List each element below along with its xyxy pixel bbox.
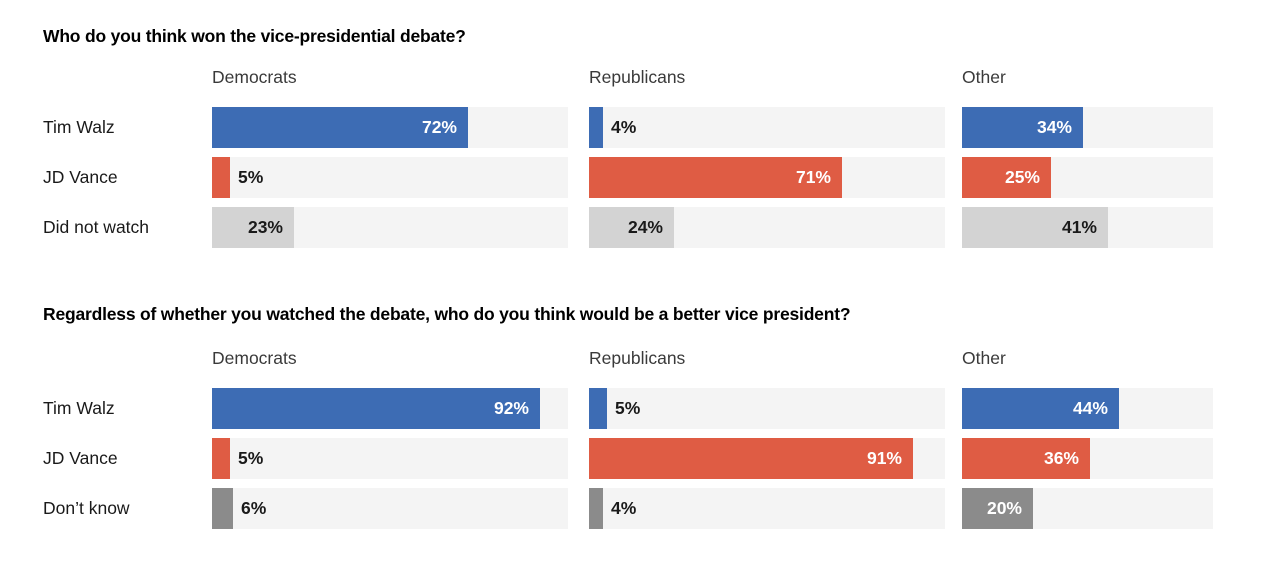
bar-track [212, 157, 568, 198]
bar-value-label: 5% [615, 398, 641, 418]
bar [589, 488, 603, 529]
bar: 44% [962, 388, 1119, 429]
bar-value-label: 71% [795, 167, 831, 187]
bar-value-label: 25% [1004, 167, 1040, 187]
bar: 24% [589, 207, 674, 248]
bar-track [589, 388, 945, 429]
bar [212, 488, 233, 529]
column-header: Other [962, 348, 1006, 368]
bar-track [212, 438, 568, 479]
row-label: Don’t know [43, 498, 130, 518]
bar-value-label: 6% [241, 498, 267, 518]
column-header: Republicans [589, 348, 686, 368]
bar-value-label: 92% [493, 398, 529, 418]
bar: 34% [962, 107, 1083, 148]
bar: 72% [212, 107, 468, 148]
bar-value-label: 91% [866, 448, 902, 468]
column-header: Democrats [212, 348, 297, 368]
bar [212, 438, 230, 479]
column-header: Other [962, 67, 1006, 87]
bar: 41% [962, 207, 1108, 248]
row-label: Did not watch [43, 217, 150, 237]
bar-value-label: 4% [611, 498, 637, 518]
bar-value-label: 20% [986, 498, 1022, 518]
bar-value-label: 44% [1072, 398, 1108, 418]
bar: 23% [212, 207, 294, 248]
row-label: Tim Walz [43, 398, 115, 418]
bar [212, 157, 230, 198]
bar-track [589, 107, 945, 148]
bar-value-label: 23% [247, 217, 283, 237]
row-label: JD Vance [43, 448, 118, 468]
chart-2-title: Regardless of whether you watched the de… [43, 304, 851, 324]
bar-value-label: 4% [611, 117, 637, 137]
column-header: Republicans [589, 67, 686, 87]
bar-value-label: 5% [238, 448, 264, 468]
bar: 20% [962, 488, 1033, 529]
bar-value-label: 34% [1036, 117, 1072, 137]
row-label: JD Vance [43, 167, 118, 187]
bar-value-label: 36% [1043, 448, 1079, 468]
bar: 91% [589, 438, 913, 479]
bar-value-label: 72% [421, 117, 457, 137]
column-header: Democrats [212, 67, 297, 87]
bar: 71% [589, 157, 842, 198]
bar [589, 107, 603, 148]
bar: 92% [212, 388, 540, 429]
row-label: Tim Walz [43, 117, 115, 137]
bar [589, 388, 607, 429]
bar: 36% [962, 438, 1090, 479]
bar-track [212, 488, 568, 529]
bar-value-label: 24% [627, 217, 663, 237]
bar-value-label: 5% [238, 167, 264, 187]
bar-track [589, 488, 945, 529]
bar: 25% [962, 157, 1051, 198]
bar-value-label: 41% [1061, 217, 1097, 237]
chart-1-title: Who do you think won the vice-presidenti… [43, 26, 466, 46]
